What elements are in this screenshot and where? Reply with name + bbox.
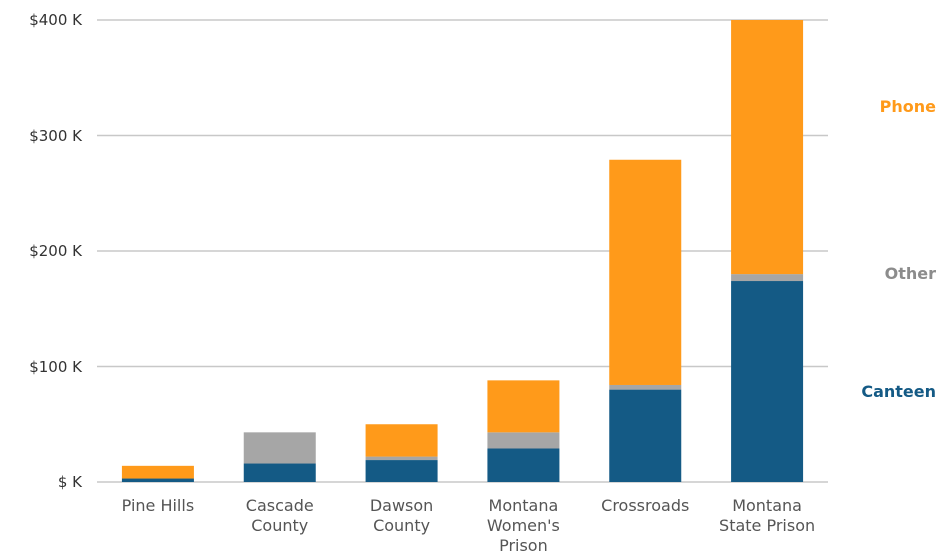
bar-phone-3 (487, 380, 560, 433)
bar-other-4 (609, 384, 682, 390)
x-tick-label: Crossroads (601, 496, 690, 515)
y-tick-label: $200 K (29, 242, 82, 260)
bar-phone-5 (731, 20, 804, 275)
bar-other-5 (731, 274, 804, 282)
bar-canteen-3 (487, 448, 560, 482)
x-tick-label: Cascade County (245, 496, 314, 535)
y-tick-label: $100 K (29, 357, 82, 376)
bar-canteen-0 (121, 478, 194, 482)
y-tick-label: $ K (57, 473, 82, 491)
legend-phone: Phone (879, 96, 936, 116)
x-tick-label: Montana Women's Prison (486, 496, 560, 555)
bar-other-3 (487, 432, 560, 449)
bar-other-2 (365, 456, 438, 461)
bar-canteen-5 (731, 281, 804, 482)
x-tick-label: Dawson County (369, 496, 434, 535)
bar-phone-4 (609, 159, 682, 385)
legend-other: Other (884, 264, 936, 284)
y-tick-label: $400 K (29, 11, 82, 29)
bar-canteen-4 (609, 389, 682, 482)
x-tick-label: Pine Hills (121, 496, 195, 515)
legend-canteen: Canteen (861, 381, 936, 401)
y-tick-label: $300 K (29, 126, 82, 145)
bar-other-1 (243, 432, 316, 464)
bar-canteen-1 (243, 463, 316, 482)
bars (121, 20, 804, 482)
bar-canteen-2 (365, 460, 438, 482)
bar-phone-0 (121, 465, 194, 479)
x-tick-label: Montana State Prison (719, 496, 816, 535)
gridlines (97, 19, 828, 483)
bar-phone-2 (365, 424, 438, 457)
